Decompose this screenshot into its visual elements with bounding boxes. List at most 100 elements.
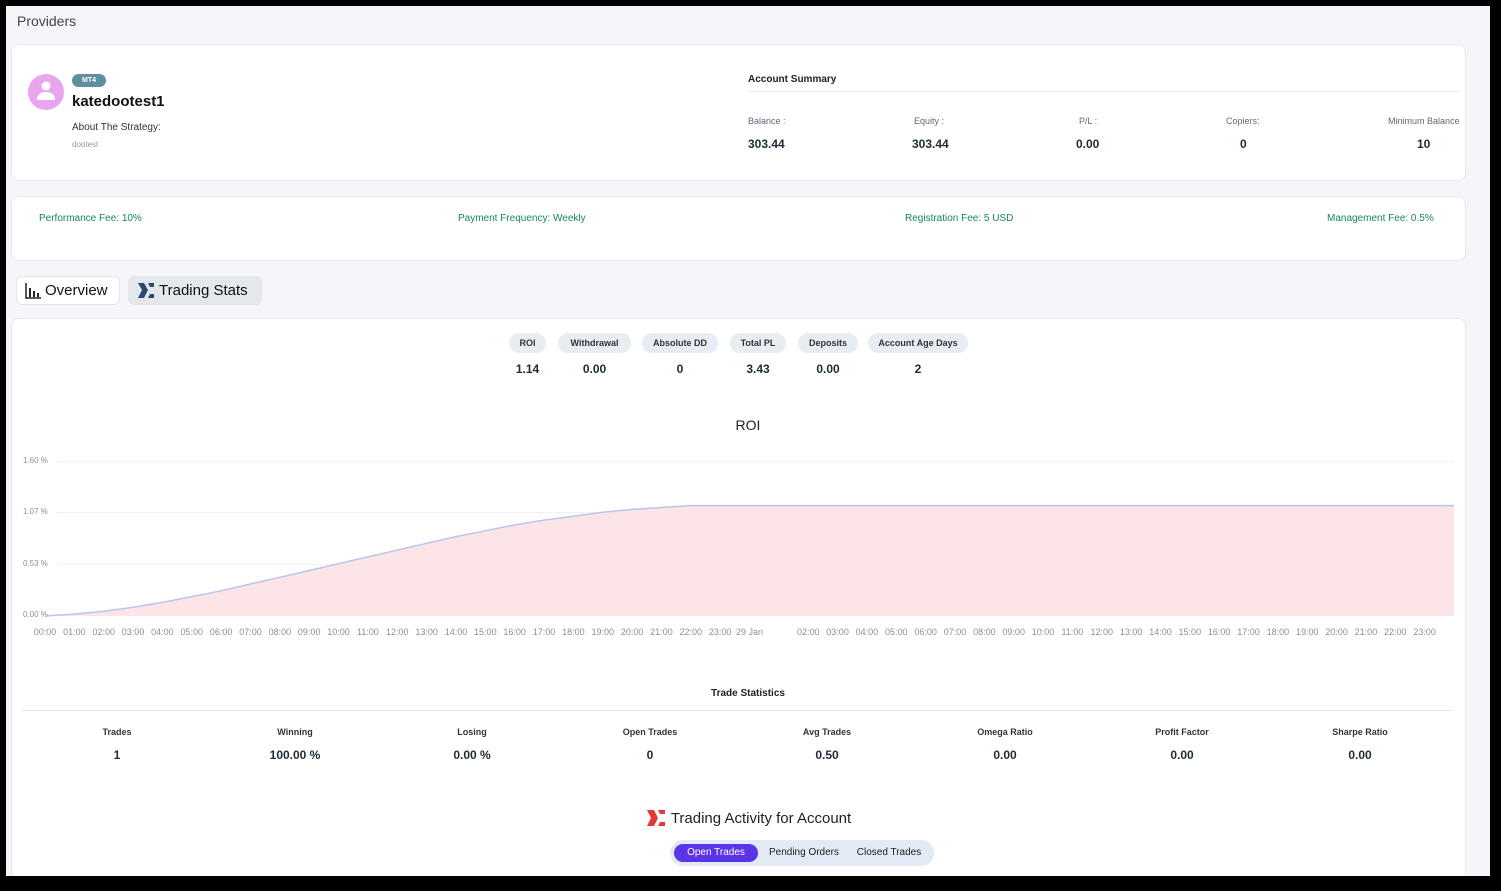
- metric-withdrawal-value: 0.00: [582, 362, 607, 376]
- bar-chart-icon: [25, 283, 41, 299]
- y-tick-label: 1.07 %: [23, 507, 48, 516]
- metric-roi-value: 1.14: [515, 362, 540, 376]
- equity-value: 303.44: [912, 137, 949, 151]
- fee-card: Performance Fee: 10% Payment Frequency: …: [11, 196, 1466, 261]
- winning-label: Winning: [277, 727, 313, 737]
- x-tick-label: 06:00: [914, 627, 937, 637]
- omega-ratio-value: 0.00: [993, 748, 1017, 762]
- x-tick-label: 08:00: [973, 627, 996, 637]
- open-trades-tab[interactable]: Open Trades: [674, 844, 758, 862]
- x-tick-label: 03:00: [121, 627, 145, 637]
- x-tick-label: 09:00: [1002, 627, 1025, 637]
- avg-trades-label: Avg Trades: [802, 727, 852, 737]
- x-tick-label: 17:00: [1237, 627, 1260, 637]
- metric-absolute-dd-value: 0: [676, 362, 684, 376]
- about-label: About The Strategy:: [72, 122, 161, 133]
- x-tick-label: 22:00: [1384, 627, 1407, 637]
- x-tick-label: 21:00: [650, 627, 673, 637]
- sharpe-ratio-label: Sharpe Ratio: [1332, 727, 1388, 737]
- x-tick-label: 07:00: [943, 627, 967, 637]
- x-tick-label: 02:00: [796, 627, 820, 637]
- x-tick-label: 20:00: [620, 627, 644, 637]
- minimum-balance-label: Minimum Balance: [1388, 116, 1460, 126]
- trade-type-switch: Open Trades Pending Orders Closed Trades: [670, 840, 934, 866]
- user-icon: [37, 81, 55, 100]
- payment-frequency: Payment Frequency: Weekly: [458, 213, 586, 224]
- x-tick-label: 18:00: [1266, 627, 1290, 637]
- x-tick-label: 15:00: [474, 627, 497, 637]
- trading-stats-icon: [138, 283, 154, 298]
- y-tick-label: 1.60 %: [23, 456, 48, 465]
- copiers-value: 0: [1240, 137, 1247, 151]
- about-value: dootest: [72, 140, 99, 149]
- y-tick-label: 0.53 %: [23, 559, 48, 568]
- pl-label: P/L :: [1079, 116, 1098, 126]
- x-tick-label: 14:00: [444, 627, 468, 637]
- x-tick-label: 13:00: [1119, 627, 1143, 637]
- sharpe-ratio-value: 0.00: [1348, 748, 1372, 762]
- tab-overview-label: Overview: [45, 282, 108, 299]
- pl-value: 0.00: [1076, 137, 1100, 151]
- x-tick-label: 17:00: [532, 627, 556, 637]
- copiers-label: Copiers:: [1226, 116, 1260, 126]
- x-tick-label: 11:00: [356, 627, 379, 637]
- profit-factor-value: 0.00: [1170, 748, 1194, 762]
- metric-withdrawal-label: Withdrawal: [558, 333, 631, 353]
- metric-absolute-dd-label: Absolute DD: [642, 333, 718, 353]
- divider: [22, 710, 1454, 711]
- winning-value: 100.00 %: [269, 748, 321, 762]
- x-tick-label: 19:00: [1295, 627, 1319, 637]
- account-summary-title: Account Summary: [748, 74, 837, 85]
- breadcrumb[interactable]: Providers: [17, 13, 77, 29]
- pending-orders-tab[interactable]: Pending Orders: [768, 847, 840, 858]
- x-tick-label: 13:00: [415, 627, 438, 637]
- avg-trades-value: 0.50: [815, 748, 839, 762]
- metric-total-pl-value: 3.43: [746, 362, 770, 376]
- x-tick-label: 10:00: [327, 627, 350, 637]
- balance-label: Balance :: [748, 116, 786, 126]
- x-tick-label: 00:00: [33, 627, 57, 637]
- closed-trades-tab[interactable]: Closed Trades: [856, 847, 922, 858]
- x-tick-label: 02:00: [92, 627, 115, 637]
- gridline: [58, 564, 1454, 565]
- x-tick-label: 22:00: [679, 627, 703, 637]
- tab-overview[interactable]: Overview: [16, 276, 120, 305]
- overview-panel: [11, 318, 1466, 876]
- x-tick-label: 16:00: [503, 627, 526, 637]
- app-frame: Providers MT4 katedootest1 About The Str…: [6, 6, 1490, 876]
- x-tick-label: 12:00: [1090, 627, 1114, 637]
- equity-label: Equity :: [914, 116, 945, 126]
- trades-label: Trades: [102, 727, 132, 737]
- gridline: [58, 461, 1454, 462]
- tab-trading-stats[interactable]: Trading Stats: [128, 276, 262, 305]
- metric-deposits-label: Deposits: [798, 333, 858, 353]
- x-tick-label: 18:00: [562, 627, 585, 637]
- x-tick-label: 15:00: [1178, 627, 1202, 637]
- x-tick-label: 05:00: [885, 627, 908, 637]
- metric-total-pl-label: Total PL: [730, 333, 786, 353]
- x-tick-label: 21:00: [1354, 627, 1378, 637]
- platform-badge: MT4: [72, 74, 106, 87]
- x-tick-label: 01:00: [63, 627, 86, 637]
- trading-activity-heading: Trading Activity for Account: [6, 808, 1490, 828]
- x-tick-label: 12:00: [385, 627, 409, 637]
- profit-factor-label: Profit Factor: [1155, 727, 1209, 737]
- losing-value: 0.00 %: [453, 748, 491, 762]
- minimum-balance-value: 10: [1417, 137, 1431, 151]
- y-tick-label: 0.00 %: [23, 610, 48, 619]
- x-tick-label: 23:00: [1413, 627, 1436, 637]
- trade-statistics-title: Trade Statistics: [711, 688, 785, 699]
- x-tick-label: 20:00: [1325, 627, 1348, 637]
- x-tick-label: 08:00: [268, 627, 292, 637]
- x-tick-label: 06:00: [209, 627, 233, 637]
- x-tick-label: 03:00: [826, 627, 849, 637]
- x-tick-label: 11:00: [1061, 627, 1084, 637]
- chart-title: ROI: [735, 417, 761, 433]
- omega-ratio-label: Omega Ratio: [977, 727, 1033, 737]
- metric-account-age-label: Account Age Days: [868, 333, 968, 353]
- x-tick-label: 07:00: [239, 627, 262, 637]
- x-tick-label: 09:00: [297, 627, 321, 637]
- balance-value: 303.44: [748, 137, 785, 151]
- metric-deposits-value: 0.00: [816, 362, 840, 376]
- open-trades-value: 0: [646, 748, 654, 762]
